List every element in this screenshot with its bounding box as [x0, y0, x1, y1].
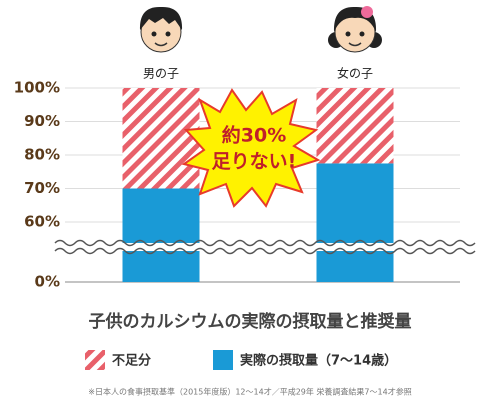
y-tick-label: 90%: [24, 112, 60, 130]
footnote: ※日本人の食事摂取基準（2015年度版）12～14才／平成29年 栄養調査結果7…: [88, 387, 411, 397]
x-tick-label: 女の子: [337, 66, 373, 81]
x-tick-label: 男の子: [143, 67, 179, 81]
legend-label: 不足分: [112, 353, 151, 369]
y-tick-label: 100%: [14, 79, 60, 97]
y-tick-label: 60%: [24, 213, 60, 231]
girl-icon: [328, 6, 382, 53]
chart-title: 子供のカルシウムの実際の摂取量と推奨量: [89, 311, 412, 332]
annotation: 約30%: [222, 124, 286, 147]
legend-swatch: [213, 350, 233, 370]
legend-label: 実際の摂取量（7〜14歳）: [240, 353, 397, 369]
bar-segment: [122, 88, 200, 189]
y-tick-label: 80%: [24, 146, 60, 164]
bar-segment: [316, 163, 394, 282]
bar-segment: [122, 188, 200, 282]
axis-break: [54, 247, 476, 255]
burst: [181, 88, 321, 208]
bar-segment: [316, 88, 394, 164]
legend-swatch: [85, 350, 105, 370]
y-tick-label: 70%: [24, 179, 60, 197]
boy-icon: [139, 6, 183, 53]
annotation: 足りない!: [212, 151, 297, 173]
y-tick-label: 0%: [35, 273, 60, 291]
axis-break: [54, 239, 476, 247]
axis-break-gap: [53, 243, 462, 251]
